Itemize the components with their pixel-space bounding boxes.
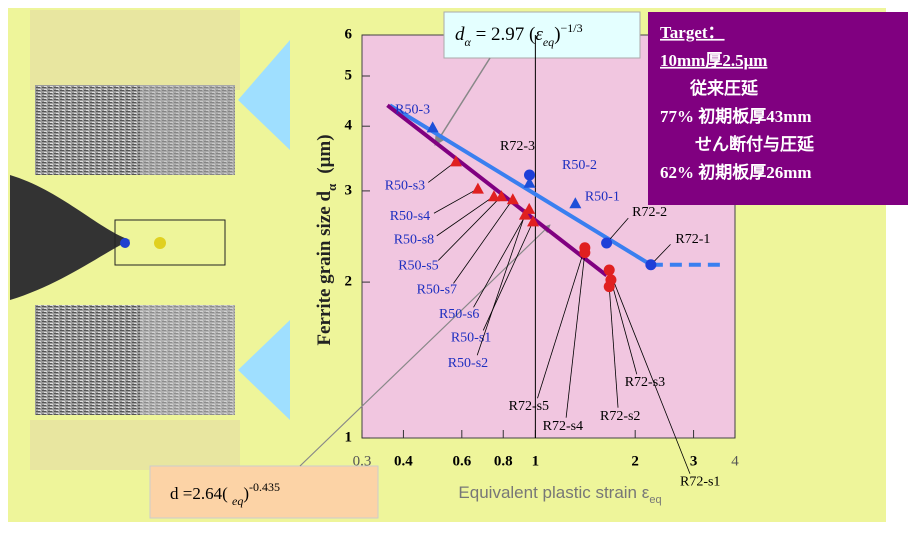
y-axis-title: Ferrite grain size dα (μm) xyxy=(314,134,339,345)
point-label: R50-1 xyxy=(585,189,620,204)
equation-part: ) xyxy=(554,24,560,45)
point-label: R72-s2 xyxy=(600,409,640,424)
data-point xyxy=(471,182,484,194)
point-label: R50-s2 xyxy=(448,356,488,371)
data-point xyxy=(645,259,657,271)
axis-title-part: Equivalent plastic strain ε xyxy=(458,483,649,502)
equation-box xyxy=(149,465,379,519)
data-point xyxy=(426,121,439,133)
equation-part: ) xyxy=(243,484,249,503)
leader-line xyxy=(476,214,526,356)
y-tick-label: 1 xyxy=(345,429,353,445)
leader-line xyxy=(608,269,691,474)
leader-line xyxy=(565,252,586,418)
leader-line xyxy=(537,247,586,399)
data-point xyxy=(601,237,613,249)
x-tick-label: 4 xyxy=(731,453,739,469)
equation-part: = 2.97 ( xyxy=(471,24,536,45)
equation: d =2.64( eq)-0.435 xyxy=(170,480,280,508)
data-point xyxy=(579,247,591,259)
point-label: R72-2 xyxy=(632,205,667,220)
point-label: R72-s4 xyxy=(543,419,583,434)
x-tick-label: 0.4 xyxy=(394,453,413,469)
target-line: せん断付与圧延 xyxy=(695,134,815,154)
leader-line xyxy=(610,279,638,375)
data-point xyxy=(527,215,540,227)
point-label: R50-s7 xyxy=(417,283,457,298)
equation-part: -0.435 xyxy=(249,480,280,494)
axis-title-part: eq xyxy=(649,494,661,506)
leader-line xyxy=(473,208,530,308)
y-tick-label: 4 xyxy=(345,118,353,134)
point-label: R72-s5 xyxy=(509,399,549,414)
x-tick-label: 2 xyxy=(631,453,639,469)
micrograph-figure xyxy=(10,10,290,470)
target-text: Target： 10mm厚2.5μm 従来圧延 77% 初期板厚43mm せん断付与圧延… xyxy=(660,23,815,182)
axis-title-part: (μm) xyxy=(314,134,335,173)
leader-line xyxy=(608,286,619,408)
axis-title-part: Ferrite grain size d xyxy=(314,191,335,346)
leader-line xyxy=(436,195,495,237)
equation-part: −1/3 xyxy=(561,21,583,35)
y-tick-label: 5 xyxy=(345,67,353,83)
point-label: R72-1 xyxy=(675,232,710,247)
leader-line xyxy=(433,188,479,214)
data-point xyxy=(495,190,508,202)
point-label: R50-s1 xyxy=(451,331,491,346)
equation-box xyxy=(443,11,641,59)
data-point xyxy=(523,176,536,188)
axis-title-part: α xyxy=(324,183,339,191)
data-point xyxy=(569,197,582,209)
point-label: R50-s4 xyxy=(390,209,430,224)
equation-part: d xyxy=(170,484,179,503)
point-label: R72-s3 xyxy=(625,375,665,390)
point-label: R50-s8 xyxy=(394,232,434,247)
point-label: R50-3 xyxy=(395,103,430,118)
target-line: 従来圧延 xyxy=(689,78,759,98)
data-point xyxy=(603,281,615,293)
y-tick-label: 3 xyxy=(345,182,353,198)
data-point xyxy=(603,264,615,276)
point-label: R50-s5 xyxy=(398,258,438,273)
x-tick-label: 0.6 xyxy=(452,453,471,469)
point-label: R72-s1 xyxy=(680,474,720,489)
target-line: Target： xyxy=(660,23,725,42)
equation-part: eq xyxy=(543,35,554,49)
leader-line xyxy=(438,195,502,261)
x-axis-title: Equivalent plastic strain εeq xyxy=(458,483,661,505)
y-tick-label: 6 xyxy=(345,26,353,42)
x-tick-label: 0.8 xyxy=(494,453,513,469)
data-point xyxy=(518,208,531,220)
x-tick-label: 1 xyxy=(532,453,540,469)
point-label: R72-3 xyxy=(500,139,535,154)
data-point xyxy=(523,169,535,181)
equation-part: eq xyxy=(232,494,243,508)
target-line: 77% 初期板厚43mm xyxy=(660,106,812,126)
equation-part: d xyxy=(455,24,465,45)
point-label: R50-s6 xyxy=(439,307,479,322)
x-tick-label: 0.3 xyxy=(353,453,372,469)
target-box xyxy=(648,12,908,205)
point-label: R50-s3 xyxy=(385,179,425,194)
leader-line xyxy=(453,199,514,284)
equation-part: α xyxy=(465,35,472,49)
data-point xyxy=(506,193,519,205)
equation-part: ε xyxy=(535,24,543,45)
y-tick-label: 2 xyxy=(345,274,353,290)
x-tick-label: 3 xyxy=(690,453,698,469)
target-line: 62% 初期板厚26mm xyxy=(660,162,812,182)
fit-line xyxy=(386,103,608,278)
point-label: R50-2 xyxy=(562,158,597,173)
arrow xyxy=(299,224,551,467)
target-line: 10mm厚2.5μm xyxy=(660,51,767,70)
equation: dα = 2.97 (εeq)−1/3 xyxy=(455,21,583,49)
data-point xyxy=(449,155,462,167)
equation-part: =2.64( xyxy=(179,484,233,503)
arrow xyxy=(434,57,491,146)
